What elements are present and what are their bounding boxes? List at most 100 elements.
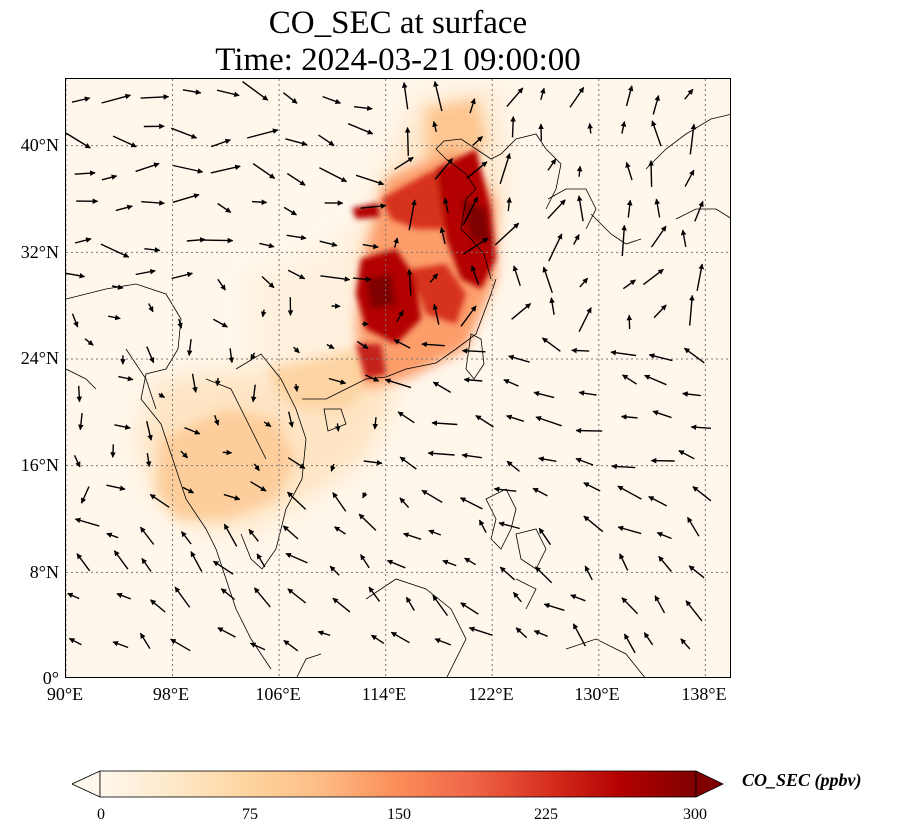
wind-arrow	[114, 424, 131, 430]
wind-arrow	[404, 126, 411, 156]
wind-arrow	[532, 487, 548, 497]
colorbar	[71, 770, 724, 798]
wind-arrow	[174, 586, 191, 608]
wind-arrow	[390, 631, 410, 644]
wind-arrow	[680, 638, 691, 650]
wind-arrow	[362, 492, 368, 499]
wind-arrow	[71, 313, 79, 328]
wind-arrow	[538, 456, 557, 462]
lon-tick-106: 106°E	[255, 684, 301, 704]
wind-arrow	[320, 275, 351, 282]
wind-arrow	[110, 444, 116, 458]
wind-arrow	[249, 642, 266, 651]
wind-arrow	[642, 268, 664, 286]
wind-arrow	[405, 596, 415, 611]
wind-arrow	[694, 200, 704, 222]
wind-arrow	[572, 623, 587, 647]
colorbar-extend-max	[695, 770, 724, 798]
wind-arrow	[549, 297, 555, 315]
wind-arrow	[228, 348, 235, 364]
wind-arrow	[625, 161, 633, 181]
wind-arrow	[620, 414, 638, 420]
colorbar-label: CO_SEC (ppbv)	[742, 770, 862, 790]
wind-arrow	[620, 120, 627, 134]
wind-arrow	[384, 378, 412, 389]
wind-arrow	[461, 348, 486, 354]
wind-arrow	[547, 199, 566, 219]
wind-arrow	[578, 307, 592, 333]
wind-arrow	[283, 639, 299, 652]
wind-arrow	[506, 414, 525, 422]
lat-tick-32: 32°N	[20, 242, 59, 262]
wind-arrow	[652, 410, 672, 419]
wind-arrow	[625, 85, 634, 107]
wind-arrow	[431, 420, 458, 426]
lon-tick-122: 122°E	[468, 684, 514, 704]
wind-arrow	[148, 303, 154, 313]
wind-arrow	[146, 346, 155, 364]
wind-arrow	[282, 92, 298, 104]
wind-arrow	[78, 413, 84, 431]
wind-arrow	[182, 89, 202, 95]
map-panel	[65, 78, 731, 678]
wind-arrow	[493, 486, 517, 493]
wind-arrow	[442, 559, 457, 567]
wind-arrow	[696, 263, 705, 292]
wind-arrow	[285, 552, 308, 564]
wind-arrow	[216, 89, 240, 98]
wind-arrow	[621, 224, 627, 257]
wind-arrow	[682, 391, 701, 397]
wind-arrow	[171, 271, 193, 280]
wind-arrow	[180, 531, 192, 545]
wind-arrow	[242, 81, 269, 101]
wind-arrow	[434, 638, 452, 646]
wind-arrow	[172, 164, 204, 174]
wind-arrow	[658, 555, 672, 572]
wind-arrow	[512, 265, 521, 286]
wind-arrow	[494, 222, 520, 246]
wind-arrow	[653, 304, 667, 319]
wind-arrow	[318, 134, 335, 147]
wind-arrow	[352, 276, 372, 283]
wind-arrow	[201, 237, 234, 244]
wind-arrow	[210, 138, 231, 148]
map-canvas	[66, 79, 730, 677]
wind-arrow	[100, 243, 130, 258]
wind-arrow	[293, 383, 300, 392]
wind-arrow	[460, 305, 477, 327]
wind-arrow	[538, 527, 552, 546]
wind-arrow	[360, 554, 370, 569]
wind-arrow	[250, 481, 267, 492]
wind-arrow	[399, 497, 410, 508]
wind-arrow	[510, 116, 516, 138]
lon-tick-98: 98°E	[152, 684, 190, 704]
wind-arrow	[680, 229, 687, 248]
wind-arrow	[334, 526, 346, 535]
wind-arrow	[246, 128, 279, 139]
wind-arrow	[576, 195, 584, 222]
wind-arrow	[686, 516, 700, 537]
wind-arrow	[368, 586, 381, 602]
wind-arrow	[76, 385, 83, 403]
wind-arrow	[648, 353, 673, 362]
wind-arrow	[548, 233, 563, 262]
wind-arrow	[648, 495, 668, 507]
wind-arrow	[443, 197, 449, 213]
wind-arrow	[576, 165, 583, 177]
wind-arrow	[583, 482, 601, 492]
wind-arrow	[141, 557, 152, 572]
wind-arrow	[139, 526, 155, 545]
wind-arrow	[115, 204, 133, 212]
wind-arrow	[622, 279, 636, 290]
wind-arrow	[108, 314, 121, 321]
wind-arrow	[253, 463, 260, 472]
wind-arrow	[506, 87, 524, 107]
wind-arrow	[370, 634, 385, 644]
wind-arrow	[68, 637, 82, 646]
wind-arrow	[186, 339, 193, 357]
wind-arrow	[578, 390, 597, 396]
wind-arrow	[648, 160, 654, 188]
wind-arrow	[575, 457, 594, 466]
wind-arrow	[401, 82, 409, 110]
wind-arrow	[538, 123, 544, 141]
